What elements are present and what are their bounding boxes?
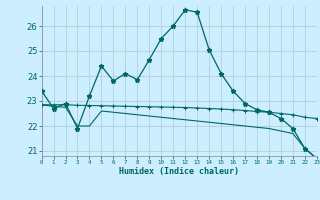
- X-axis label: Humidex (Indice chaleur): Humidex (Indice chaleur): [119, 167, 239, 176]
